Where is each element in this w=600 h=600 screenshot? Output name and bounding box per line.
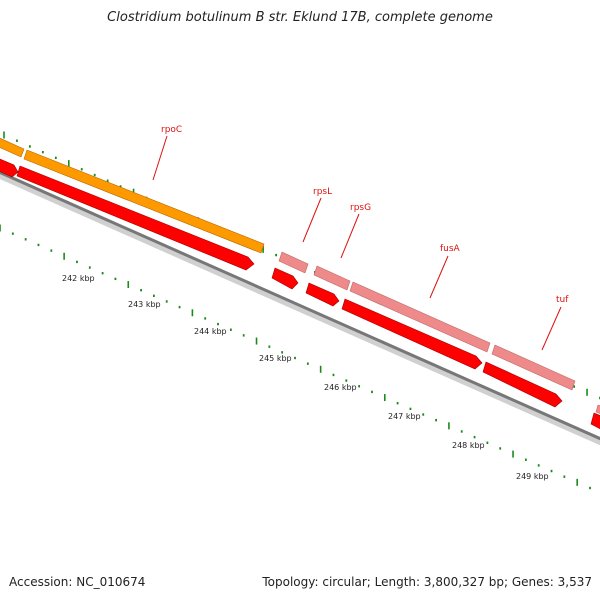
genome-backbone [0,170,600,441]
leader-line-fusA [429,255,449,299]
gene-label-fusA: fusA [440,244,461,254]
cds-arrow-fusA [341,298,483,370]
gene-bar-rpsG [313,265,351,291]
gene-bar-fusA [349,281,491,353]
map-title: Clostridium botulinum B str. Eklund 17B,… [107,10,493,25]
leader-line-rpsL [302,197,322,243]
gene-bar-rpoC [23,149,265,254]
cds-arrow-tuf [482,361,563,408]
genome-summary-text: Topology: circular; Length: 3,800,327 bp… [262,575,592,589]
leader-line-rpsG [340,213,360,259]
cds-arrow-left-edge [0,158,19,178]
leader-line-rpoC [152,135,168,181]
cds-arrow-rpoC [16,165,255,271]
gene-label-tuf: tuf [556,295,569,305]
inner-tick-marks [0,224,591,490]
gene-bar-right-edge [595,404,600,414]
gene-bar-tuf [491,344,576,391]
gene-label-rpsG: rpsG [350,203,371,213]
gene-bar-rpsL [278,251,309,274]
scale-label-245: 245 kbp [259,354,292,363]
scale-label-243: 243 kbp [128,300,161,309]
cds-arrow-right-edge [590,412,600,430]
leader-line-tuf [541,306,562,351]
gene-bar-left-edge [0,137,25,158]
scale-label-248: 248 kbp [452,441,485,450]
scale-label-247: 247 kbp [388,412,421,421]
cds-arrow-rpsG [305,282,340,307]
gene-label-rpoC: rpoC [161,125,182,135]
scale-label-242: 242 kbp [62,274,95,283]
scale-label-246: 246 kbp [324,383,357,392]
scale-label-244: 244 kbp [194,327,227,336]
backbone-shadow [0,173,600,446]
accession-text: Accession: NC_010674 [9,575,146,589]
gene-label-rpsL: rpsL [313,187,332,197]
scale-label-249: 249 kbp [516,472,549,481]
cds-arrow-rpsL [271,267,299,290]
